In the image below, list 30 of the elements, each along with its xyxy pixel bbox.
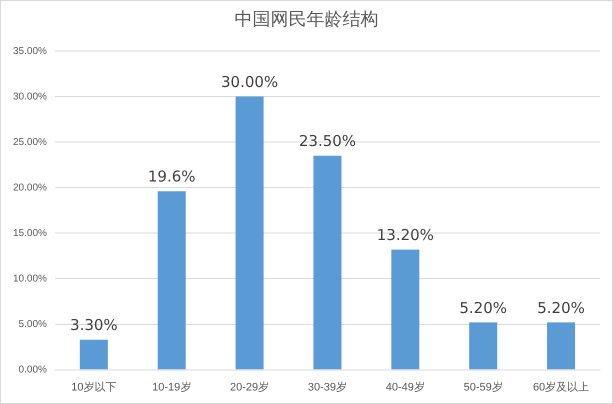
bar [313, 156, 342, 370]
data-label: 3.30% [70, 316, 118, 334]
x-tick-label: 20-29岁 [230, 381, 270, 394]
y-tick-label: 5.00% [18, 319, 48, 330]
y-tick-label: 35.00% [12, 46, 48, 57]
bar [469, 322, 498, 370]
y-tick-label: 0.00% [18, 364, 48, 376]
data-label: 23.50% [298, 132, 356, 150]
x-tick-label: 10-19岁 [152, 381, 192, 394]
bar [80, 340, 108, 370]
bar [547, 322, 576, 370]
y-tick-label: 20.00% [12, 182, 48, 194]
x-tick-label: 50-59岁 [464, 381, 503, 394]
bar [391, 250, 420, 370]
x-tick-label: 10岁以下 [71, 380, 116, 394]
y-tick-label: 15.00% [12, 228, 48, 239]
bar [236, 96, 264, 370]
bar [158, 191, 186, 370]
data-label: 30.00% [220, 72, 278, 91]
x-tick-label: 40-49岁 [386, 381, 425, 394]
data-label: 19.6% [148, 168, 196, 186]
chart-title: 中国网民年龄结构 [234, 8, 380, 31]
x-tick-label: 60岁及以上 [532, 380, 590, 394]
data-label: 13.20% [376, 226, 434, 244]
data-label: 5.20% [459, 298, 508, 317]
x-tick-label: 30-39岁 [308, 381, 348, 394]
y-tick-label: 25.00% [12, 136, 48, 148]
y-tick-label: 10.00% [12, 273, 48, 284]
data-label: 5.20% [537, 298, 585, 317]
y-tick-label: 30.00% [12, 91, 48, 102]
